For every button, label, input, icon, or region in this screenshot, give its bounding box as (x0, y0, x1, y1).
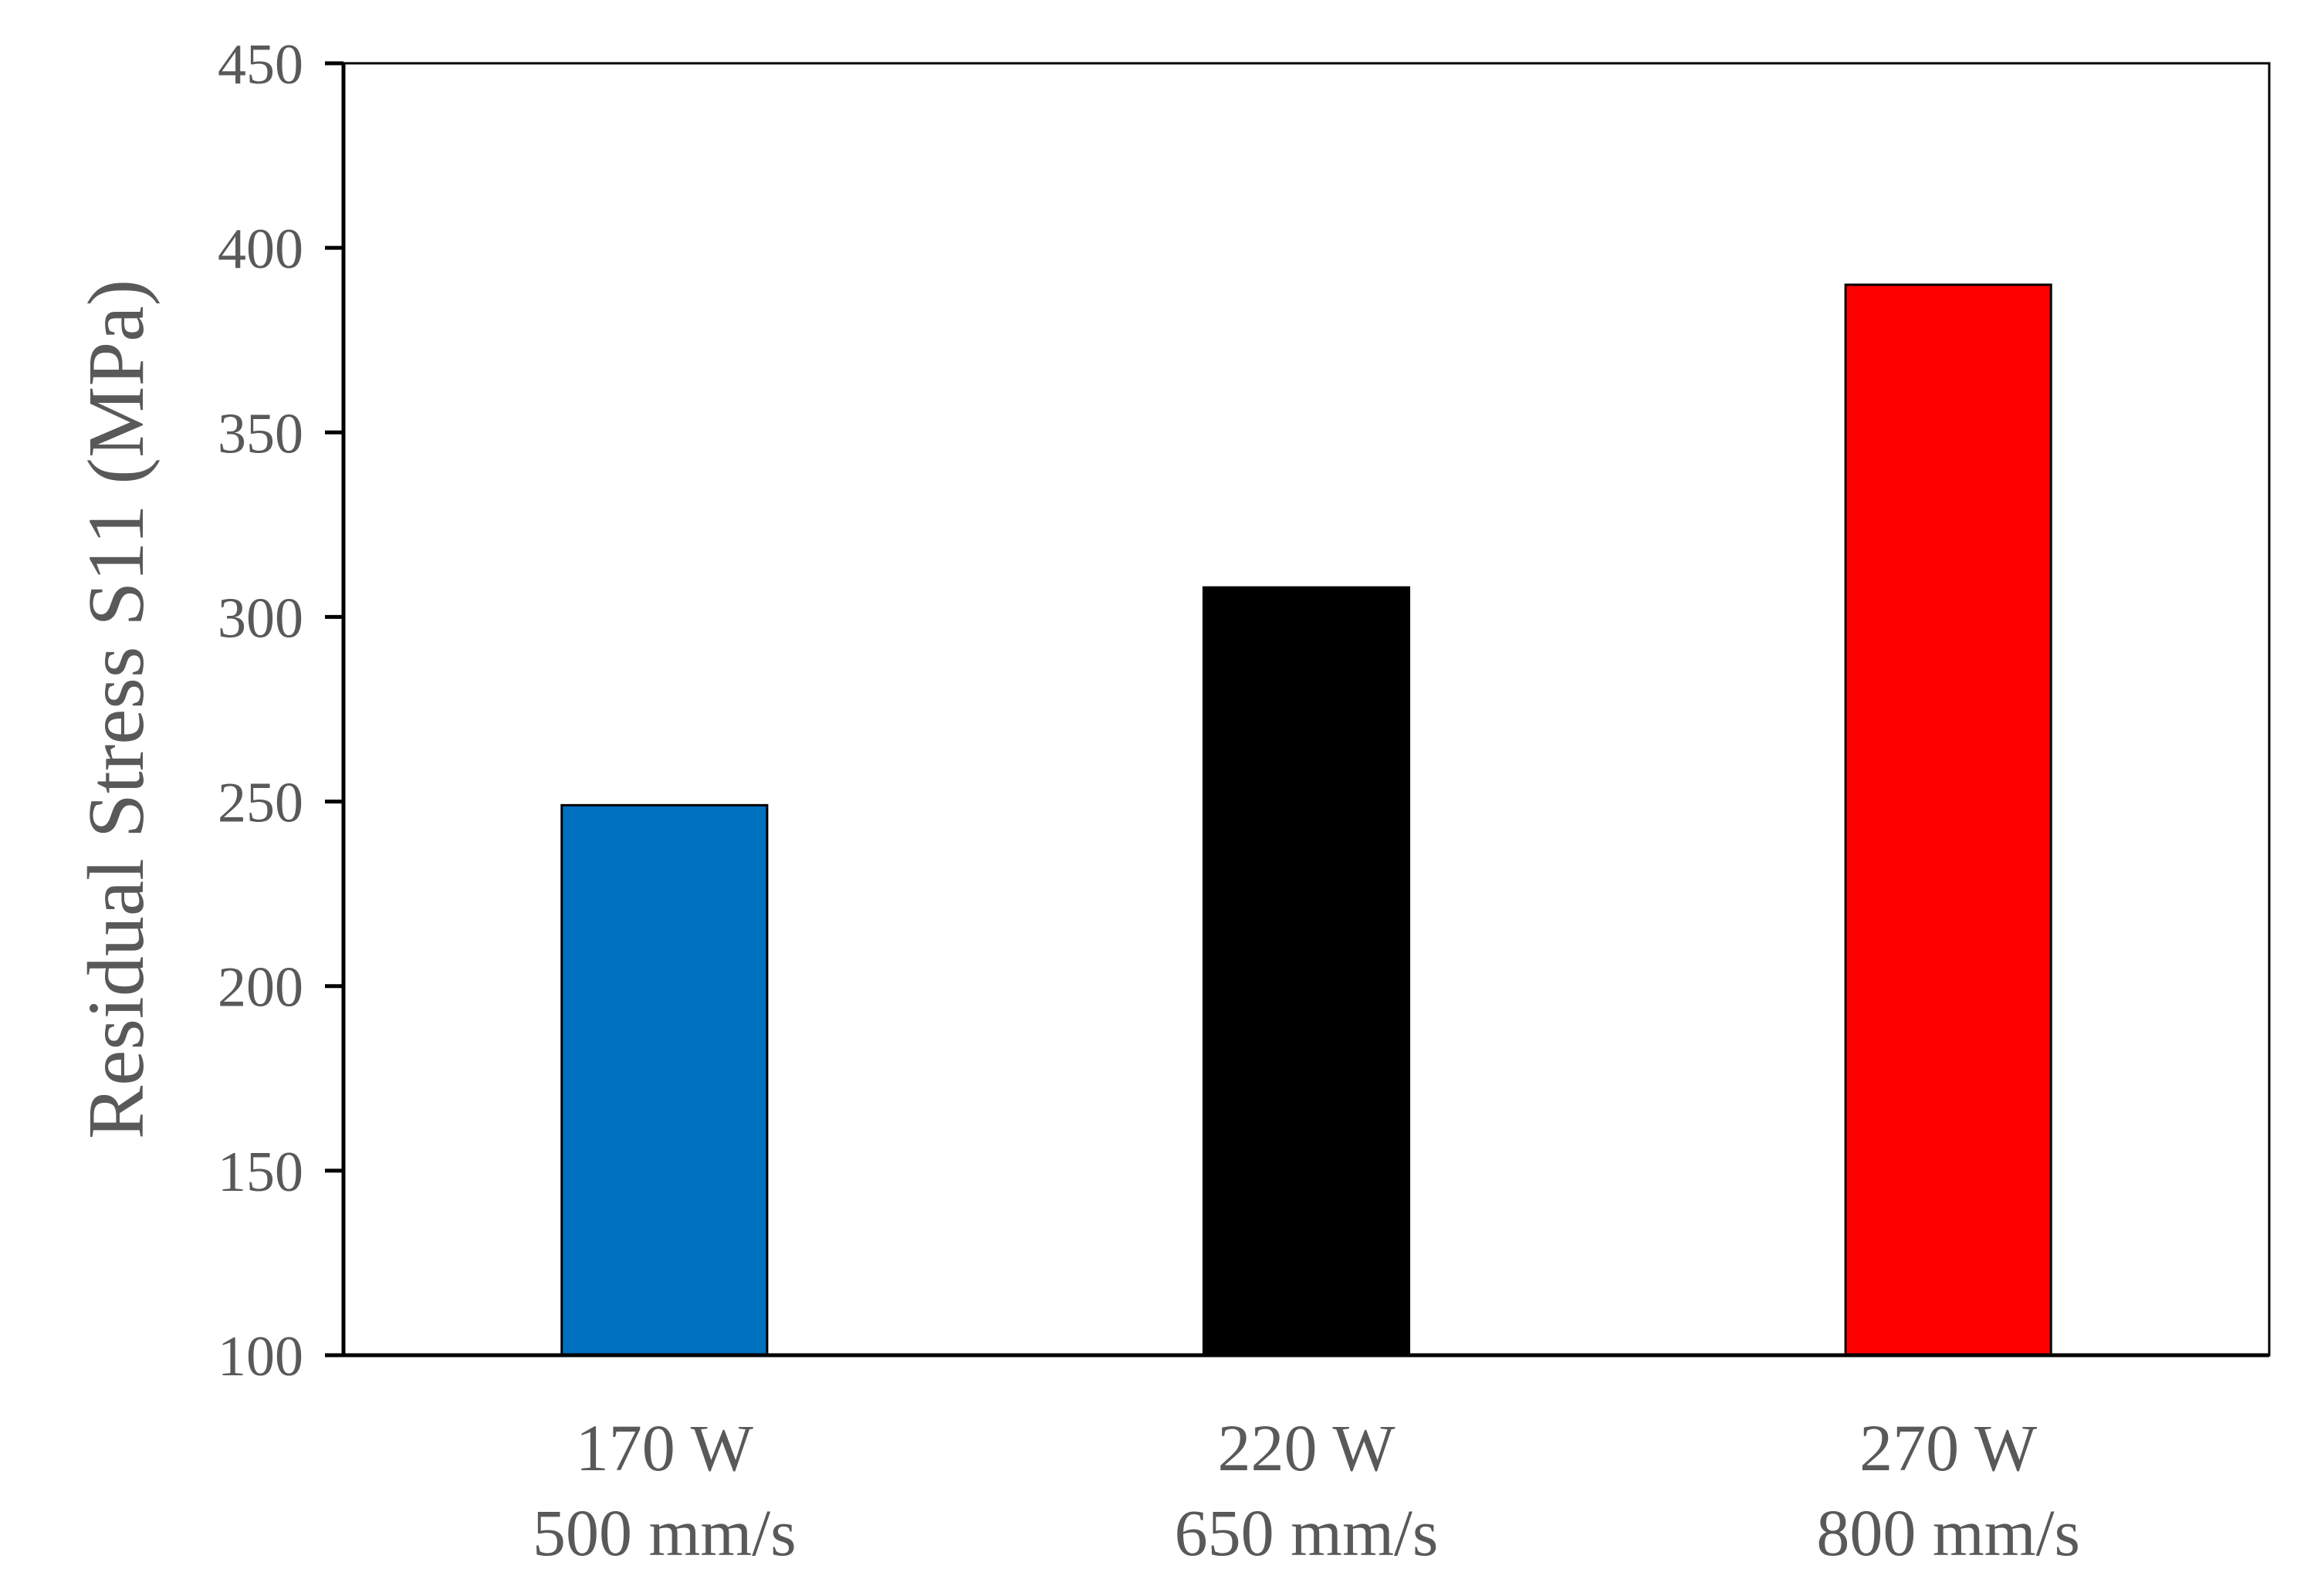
bars (560, 283, 2052, 1357)
bar-1 (560, 803, 769, 1357)
y-axis-title: Residual Stress S11 (MPa) (72, 279, 161, 1139)
y-tick-label: 200 (218, 956, 303, 1019)
y-tick-label: 100 (218, 1325, 303, 1388)
x-axis: 170 W 500 mm/s 220 W 650 mm/s 270 W 800 mm/s (325, 1353, 2269, 1570)
x-tick-label-line: 500 mm/s (533, 1496, 797, 1570)
y-tick-label: 350 (218, 402, 303, 465)
y-axis: 100 150 200 250 300 350 400 450 (218, 33, 346, 1388)
x-tick-label-line: 220 W (1217, 1411, 1395, 1485)
y-tick-label: 250 (218, 772, 303, 835)
y-tick-label: 400 (218, 218, 303, 281)
x-tick-label-line: 800 mm/s (1816, 1496, 2080, 1570)
x-tick-label-line: 170 W (576, 1411, 753, 1485)
x-tick-label: 220 W 650 mm/s (1175, 1411, 1439, 1570)
y-tick-label: 300 (218, 587, 303, 650)
x-tick-label: 270 W 800 mm/s (1816, 1411, 2080, 1570)
x-tick-label: 170 W 500 mm/s (533, 1411, 797, 1570)
y-tick-label: 150 (218, 1141, 303, 1204)
bar-2 (1202, 586, 1411, 1357)
bar-3 (1844, 283, 2052, 1357)
x-tick-label-line: 270 W (1859, 1411, 2037, 1485)
y-tick-label: 450 (218, 33, 303, 96)
x-tick-label-line: 650 mm/s (1175, 1496, 1439, 1570)
